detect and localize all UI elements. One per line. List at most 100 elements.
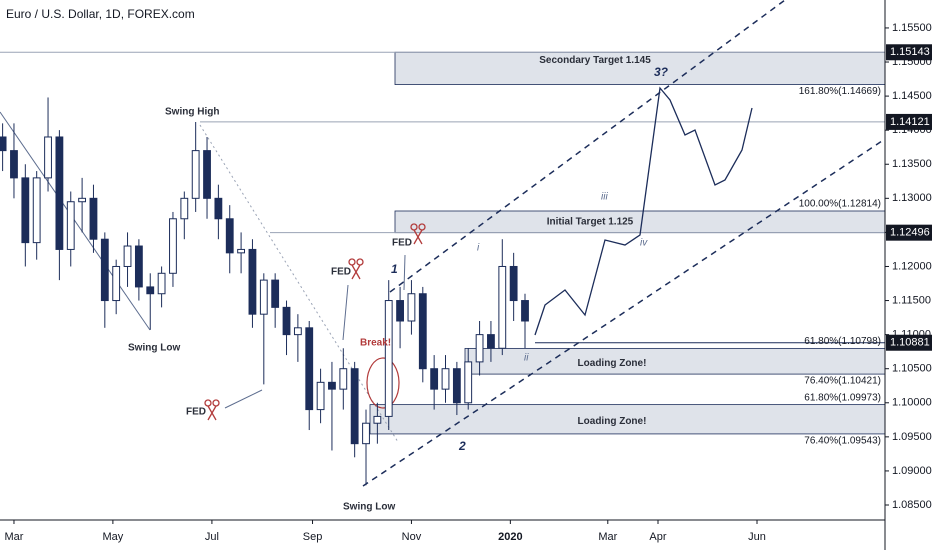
candle-body bbox=[214, 197, 223, 220]
price-marker-label: 1.15143 bbox=[890, 46, 930, 58]
fib-label: 76.40%(1.10421) bbox=[804, 376, 881, 387]
candle-body bbox=[407, 293, 416, 322]
zone-label: Loading Zone! bbox=[578, 358, 647, 369]
x-tick-label: Mar bbox=[4, 531, 23, 543]
price-marker-box bbox=[886, 334, 932, 351]
target-zone bbox=[394, 210, 886, 234]
target-zone bbox=[464, 347, 886, 375]
channel-upper bbox=[389, 0, 786, 293]
candle-body bbox=[521, 300, 529, 322]
channel-lower bbox=[362, 138, 886, 487]
annotation: FED bbox=[392, 238, 412, 249]
candle-body bbox=[316, 381, 325, 411]
candle-body bbox=[259, 279, 268, 315]
wave-label: 3? bbox=[654, 65, 669, 79]
annotation: FED bbox=[331, 267, 351, 278]
projection-path bbox=[534, 86, 753, 336]
price-marker-label: 1.10881 bbox=[890, 337, 930, 349]
annotation: Swing High bbox=[165, 107, 219, 118]
candle-body bbox=[10, 150, 18, 179]
candle-body bbox=[0, 136, 7, 152]
y-tick-label: 1.11500 bbox=[892, 294, 931, 306]
candle-body bbox=[362, 422, 370, 445]
target-zone bbox=[394, 51, 886, 85]
x-tick-label: Jun bbox=[748, 531, 766, 543]
candle-body bbox=[305, 327, 314, 411]
candle-body bbox=[55, 136, 64, 250]
candle-body bbox=[452, 368, 461, 404]
target-zone bbox=[369, 404, 886, 435]
y-tick-label: 1.13000 bbox=[892, 192, 932, 204]
candle-body bbox=[100, 238, 109, 302]
candle-body bbox=[44, 136, 52, 179]
candle-body bbox=[373, 415, 382, 424]
chart-title: Euro / U.S. Dollar, 1D, FOREX.com bbox=[6, 7, 195, 21]
scissors-icons bbox=[204, 223, 426, 421]
wave-label: ii bbox=[524, 353, 529, 364]
x-tick-label: Apr bbox=[649, 531, 666, 543]
time-axis bbox=[0, 520, 885, 550]
y-tick-label: 1.10500 bbox=[892, 363, 932, 375]
y-tick-label: 1.09000 bbox=[892, 465, 932, 477]
candle-body bbox=[123, 245, 132, 267]
y-tick-label: 1.08500 bbox=[892, 499, 932, 511]
annotation: Swing Low bbox=[343, 502, 395, 513]
annotation: Break! bbox=[360, 338, 391, 349]
fed-arrow bbox=[342, 284, 349, 341]
y-tick-label: 1.12000 bbox=[892, 260, 932, 272]
swing-line bbox=[199, 124, 399, 443]
fib-label: 100.00%(1.12814) bbox=[799, 199, 881, 210]
candle-body bbox=[498, 265, 507, 349]
candle-body bbox=[237, 248, 246, 254]
price-marker-box bbox=[886, 113, 932, 130]
fib-label: 76.40%(1.09543) bbox=[804, 436, 881, 447]
candle-body bbox=[78, 197, 87, 203]
candle-body bbox=[112, 265, 121, 302]
y-tick-label: 1.10000 bbox=[892, 397, 932, 409]
candle-body bbox=[169, 218, 177, 274]
candle-body bbox=[396, 300, 404, 322]
candles bbox=[0, 97, 529, 486]
candle-body bbox=[430, 368, 439, 390]
fed-arrow bbox=[403, 254, 406, 291]
x-tick-label: Jul bbox=[205, 531, 219, 543]
wave-label: iv bbox=[640, 238, 648, 249]
x-tick-label: Nov bbox=[402, 531, 422, 543]
price-marker-box bbox=[886, 224, 932, 241]
candle-body bbox=[475, 334, 484, 363]
overlay: Secondary Target 1.145 Initial Target 1.1… bbox=[539, 55, 881, 446]
candle-body bbox=[384, 300, 393, 417]
zone-label: Secondary Target 1.145 bbox=[539, 55, 651, 66]
break-circle bbox=[366, 357, 400, 409]
candle-body bbox=[418, 293, 427, 370]
x-tick-label: Mar bbox=[598, 531, 617, 543]
price-marker-label: 1.12496 bbox=[890, 227, 930, 239]
y-tick-label: 1.09500 bbox=[892, 431, 932, 443]
x-tick-label: May bbox=[102, 531, 123, 543]
candle-body bbox=[180, 197, 189, 220]
price-axis bbox=[885, 0, 932, 550]
candle-body bbox=[32, 177, 41, 244]
trend-line bbox=[0, 111, 151, 331]
candle-body bbox=[225, 218, 234, 254]
fed-arrow bbox=[224, 389, 263, 409]
candle-body bbox=[282, 306, 291, 336]
candle-body bbox=[157, 272, 166, 295]
candle-body bbox=[134, 245, 143, 288]
candle-body bbox=[339, 368, 348, 390]
candle-body bbox=[89, 197, 98, 240]
candle-body bbox=[441, 368, 450, 390]
candle-body bbox=[191, 150, 200, 199]
wave-label: 1 bbox=[391, 262, 398, 276]
y-tick-label: 1.15500 bbox=[892, 22, 932, 34]
candle-body bbox=[464, 361, 473, 404]
candle-body bbox=[271, 279, 280, 308]
candle-body bbox=[21, 177, 30, 244]
zones bbox=[0, 51, 886, 435]
candle-body bbox=[66, 201, 75, 250]
candle-body bbox=[328, 381, 336, 390]
annotation: Swing Low bbox=[128, 343, 180, 354]
wave-label: 2 bbox=[458, 439, 466, 453]
candle-body bbox=[146, 286, 155, 295]
